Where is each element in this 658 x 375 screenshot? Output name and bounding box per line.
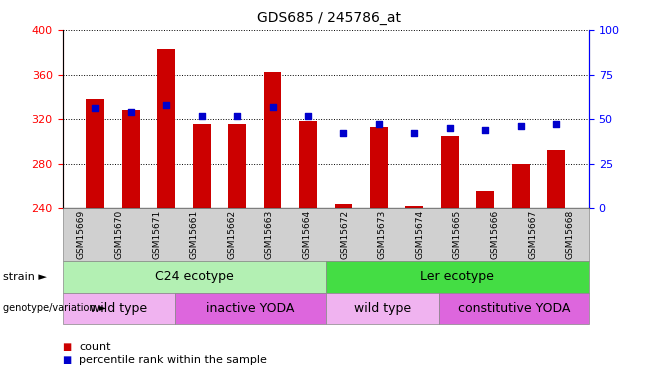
Text: GSM15671: GSM15671 bbox=[152, 210, 161, 259]
Bar bbox=[441, 136, 459, 208]
Bar bbox=[370, 127, 388, 208]
Point bbox=[126, 109, 136, 115]
Point bbox=[480, 127, 490, 133]
Text: wild type: wild type bbox=[90, 302, 147, 315]
Text: GSM15664: GSM15664 bbox=[303, 210, 311, 259]
Text: GSM15674: GSM15674 bbox=[415, 210, 424, 259]
Text: GSM15662: GSM15662 bbox=[227, 210, 236, 259]
Point bbox=[338, 130, 349, 136]
Point bbox=[196, 112, 207, 118]
Bar bbox=[547, 150, 565, 208]
Bar bbox=[405, 206, 423, 208]
Bar bbox=[122, 110, 139, 208]
Text: wild type: wild type bbox=[353, 302, 411, 315]
Bar bbox=[299, 121, 317, 208]
Point bbox=[232, 112, 242, 118]
Text: GDS685 / 245786_at: GDS685 / 245786_at bbox=[257, 11, 401, 25]
Bar bbox=[157, 49, 175, 208]
Point bbox=[303, 112, 313, 118]
Text: percentile rank within the sample: percentile rank within the sample bbox=[79, 355, 267, 365]
Text: constitutive YODA: constitutive YODA bbox=[457, 302, 570, 315]
Text: ■: ■ bbox=[63, 342, 72, 352]
Bar bbox=[228, 123, 246, 208]
Text: GSM15672: GSM15672 bbox=[340, 210, 349, 259]
Bar bbox=[334, 204, 352, 208]
Text: GSM15668: GSM15668 bbox=[566, 210, 574, 259]
Text: ■: ■ bbox=[63, 355, 72, 365]
Bar bbox=[512, 164, 530, 208]
Bar bbox=[264, 72, 282, 208]
Point bbox=[161, 102, 172, 108]
Text: GSM15663: GSM15663 bbox=[265, 210, 274, 259]
Text: GSM15669: GSM15669 bbox=[77, 210, 86, 259]
Text: count: count bbox=[79, 342, 111, 352]
Text: inactive YODA: inactive YODA bbox=[207, 302, 295, 315]
Text: GSM15661: GSM15661 bbox=[190, 210, 199, 259]
Bar bbox=[193, 123, 211, 208]
Text: GSM15666: GSM15666 bbox=[490, 210, 499, 259]
Point bbox=[374, 122, 384, 128]
Text: C24 ecotype: C24 ecotype bbox=[155, 270, 234, 283]
Bar bbox=[86, 99, 104, 208]
Text: strain ►: strain ► bbox=[3, 272, 47, 282]
Text: GSM15665: GSM15665 bbox=[453, 210, 462, 259]
Point bbox=[551, 122, 561, 128]
Text: GSM15667: GSM15667 bbox=[528, 210, 537, 259]
Text: GSM15673: GSM15673 bbox=[378, 210, 387, 259]
Bar bbox=[476, 191, 494, 208]
Point bbox=[90, 105, 101, 111]
Point bbox=[515, 123, 526, 129]
Text: GSM15670: GSM15670 bbox=[114, 210, 124, 259]
Point bbox=[445, 125, 455, 131]
Point bbox=[409, 130, 420, 136]
Point bbox=[267, 104, 278, 110]
Text: Ler ecotype: Ler ecotype bbox=[420, 270, 494, 283]
Text: genotype/variation ►: genotype/variation ► bbox=[3, 303, 107, 313]
